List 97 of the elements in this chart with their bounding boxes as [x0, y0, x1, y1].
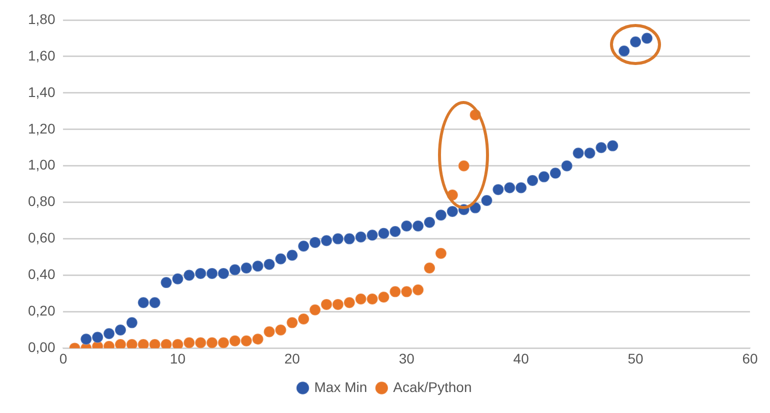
point	[515, 182, 528, 194]
point	[480, 194, 493, 207]
point	[572, 147, 584, 160]
legend-label: Acak/Python	[393, 378, 472, 395]
y-tick-label: 1,80	[28, 10, 56, 27]
point	[504, 182, 516, 194]
x-tick-label: 50	[628, 350, 644, 366]
point	[137, 338, 150, 348]
point	[172, 272, 184, 285]
point	[252, 333, 264, 346]
point	[286, 249, 298, 262]
point	[217, 267, 230, 280]
legend-label: Max Min	[314, 378, 368, 395]
point	[389, 226, 402, 238]
point	[228, 264, 241, 276]
point	[103, 328, 116, 340]
point	[618, 44, 630, 57]
point	[492, 184, 504, 196]
point	[160, 276, 172, 289]
point	[194, 336, 207, 348]
point	[640, 32, 653, 44]
point	[584, 147, 596, 160]
point	[389, 286, 402, 298]
point	[126, 316, 138, 329]
point	[80, 333, 92, 346]
point	[114, 324, 126, 336]
point	[206, 336, 218, 348]
point	[240, 334, 252, 347]
x-tick-label: 30	[398, 350, 415, 366]
x-tick-label: 10	[170, 350, 186, 366]
point	[560, 160, 573, 172]
y-tick-label: 0,80	[28, 193, 56, 210]
point	[172, 338, 184, 348]
point	[240, 262, 252, 274]
point	[354, 230, 367, 243]
point	[366, 292, 378, 305]
point	[298, 313, 310, 326]
point	[526, 174, 539, 186]
point	[343, 296, 356, 309]
point	[92, 331, 104, 344]
y-tick-label: 0,60	[28, 230, 56, 246]
point	[320, 234, 333, 247]
point	[194, 267, 207, 280]
point	[309, 236, 322, 248]
x-tick-label: 20	[284, 350, 300, 366]
point	[148, 296, 161, 309]
point	[263, 258, 276, 270]
y-tick-label: 0,40	[28, 266, 56, 282]
point	[148, 338, 161, 348]
point	[274, 324, 287, 336]
point	[274, 252, 287, 265]
point	[378, 227, 390, 240]
point	[160, 338, 172, 348]
x-tick-label: 0	[59, 350, 68, 366]
point	[320, 298, 333, 310]
point	[366, 229, 378, 242]
point	[549, 167, 562, 180]
point	[424, 262, 436, 274]
y-tick-label: 1,20	[28, 120, 56, 136]
point	[400, 286, 413, 298]
point	[217, 336, 230, 348]
point	[228, 334, 241, 347]
point	[412, 284, 424, 296]
point	[458, 160, 470, 172]
point	[286, 316, 298, 329]
point	[343, 232, 356, 245]
y-tick-label: 1,40	[28, 84, 56, 100]
y-tick-label: 1,60	[28, 47, 56, 64]
x-tick-label: 40	[513, 350, 530, 366]
point	[434, 247, 447, 260]
point	[378, 291, 390, 304]
point	[354, 292, 367, 305]
point	[298, 240, 310, 252]
y-tick-label: 0,00	[28, 339, 56, 356]
point	[606, 140, 619, 152]
point	[412, 220, 424, 232]
point	[595, 142, 608, 154]
point	[137, 296, 150, 309]
point	[183, 336, 196, 348]
point	[309, 304, 322, 316]
point	[183, 269, 196, 282]
point	[114, 338, 126, 348]
point	[424, 216, 436, 228]
point	[434, 209, 447, 222]
point	[400, 220, 413, 232]
x-tick-label: 60	[742, 350, 758, 366]
point	[206, 267, 218, 280]
point	[252, 260, 264, 272]
point	[332, 232, 344, 245]
point	[630, 36, 642, 48]
point	[263, 326, 276, 338]
point	[126, 338, 138, 348]
point	[538, 170, 550, 183]
point	[446, 205, 458, 218]
point	[332, 298, 344, 310]
y-tick-label: 0,20	[28, 302, 56, 319]
y-tick-label: 1,00	[28, 156, 56, 173]
